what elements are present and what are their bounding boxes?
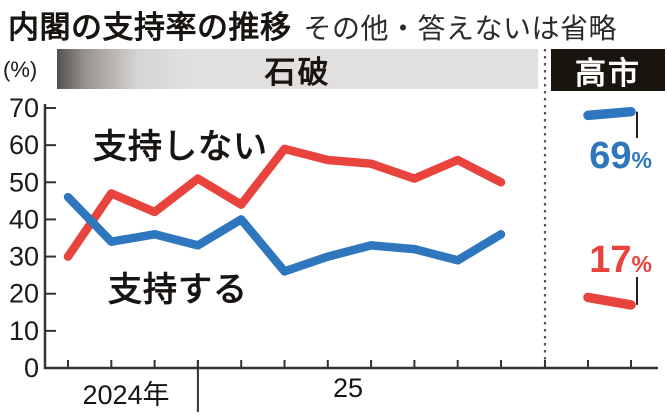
approve-percentage: 69 [589, 135, 632, 177]
period-label-ishiba: 石破 [264, 54, 331, 90]
period-label-takaichi: 高市 [575, 55, 641, 91]
y-tick-label: 60 [9, 130, 39, 160]
page-title: 内閣の支持率の推移 [8, 10, 292, 45]
disapprove-percent-sign: % [631, 251, 652, 277]
x-axis-label-25: 25 [332, 373, 364, 403]
period-band-ishiba: 石破 [57, 49, 538, 90]
disapprove-percentage: 17 [589, 239, 632, 281]
y-tick-label: 70 [9, 93, 39, 123]
title-bar: 内閣の支持率の推移 その他・答えないは省略 [8, 2, 617, 47]
y-tick-label: 20 [9, 279, 39, 309]
series-label-disapprove: 支持しない [93, 128, 268, 166]
series-label-approve: 支持する [108, 271, 248, 309]
callout-disapprove-value: 17% [582, 241, 652, 279]
period-band-takaichi: 高市 [551, 49, 665, 91]
x-axis-label-2024: 2024年 [82, 380, 170, 410]
chart-note: その他・答えないは省略 [303, 13, 618, 44]
y-tick-label: 40 [9, 204, 39, 234]
approve-line-takaichi [583, 106, 636, 121]
y-tick-label: 50 [9, 167, 39, 197]
y-tick-label: 30 [9, 242, 39, 272]
callout-approve-value: 69% [582, 137, 652, 175]
approve-line-ishiba [63, 192, 506, 276]
y-tick-label: 10 [9, 316, 39, 346]
y-axis-unit-label: (%) [3, 57, 38, 82]
disapprove-line-ishiba [63, 144, 506, 261]
disapprove-line-takaichi [583, 292, 636, 310]
y-tick-label: 0 [24, 353, 39, 383]
approve-percent-sign: % [631, 147, 652, 173]
